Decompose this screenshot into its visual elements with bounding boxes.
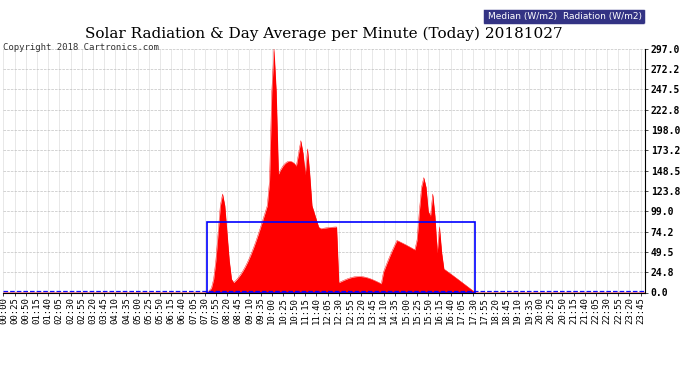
Text: Solar Radiation & Day Average per Minute (Today) 20181027: Solar Radiation & Day Average per Minute… bbox=[86, 26, 563, 40]
Text: Copyright 2018 Cartronics.com: Copyright 2018 Cartronics.com bbox=[3, 43, 159, 52]
Bar bbox=[207, 222, 475, 292]
Legend: Median (W/m2), Radiation (W/m2): Median (W/m2), Radiation (W/m2) bbox=[482, 9, 645, 24]
